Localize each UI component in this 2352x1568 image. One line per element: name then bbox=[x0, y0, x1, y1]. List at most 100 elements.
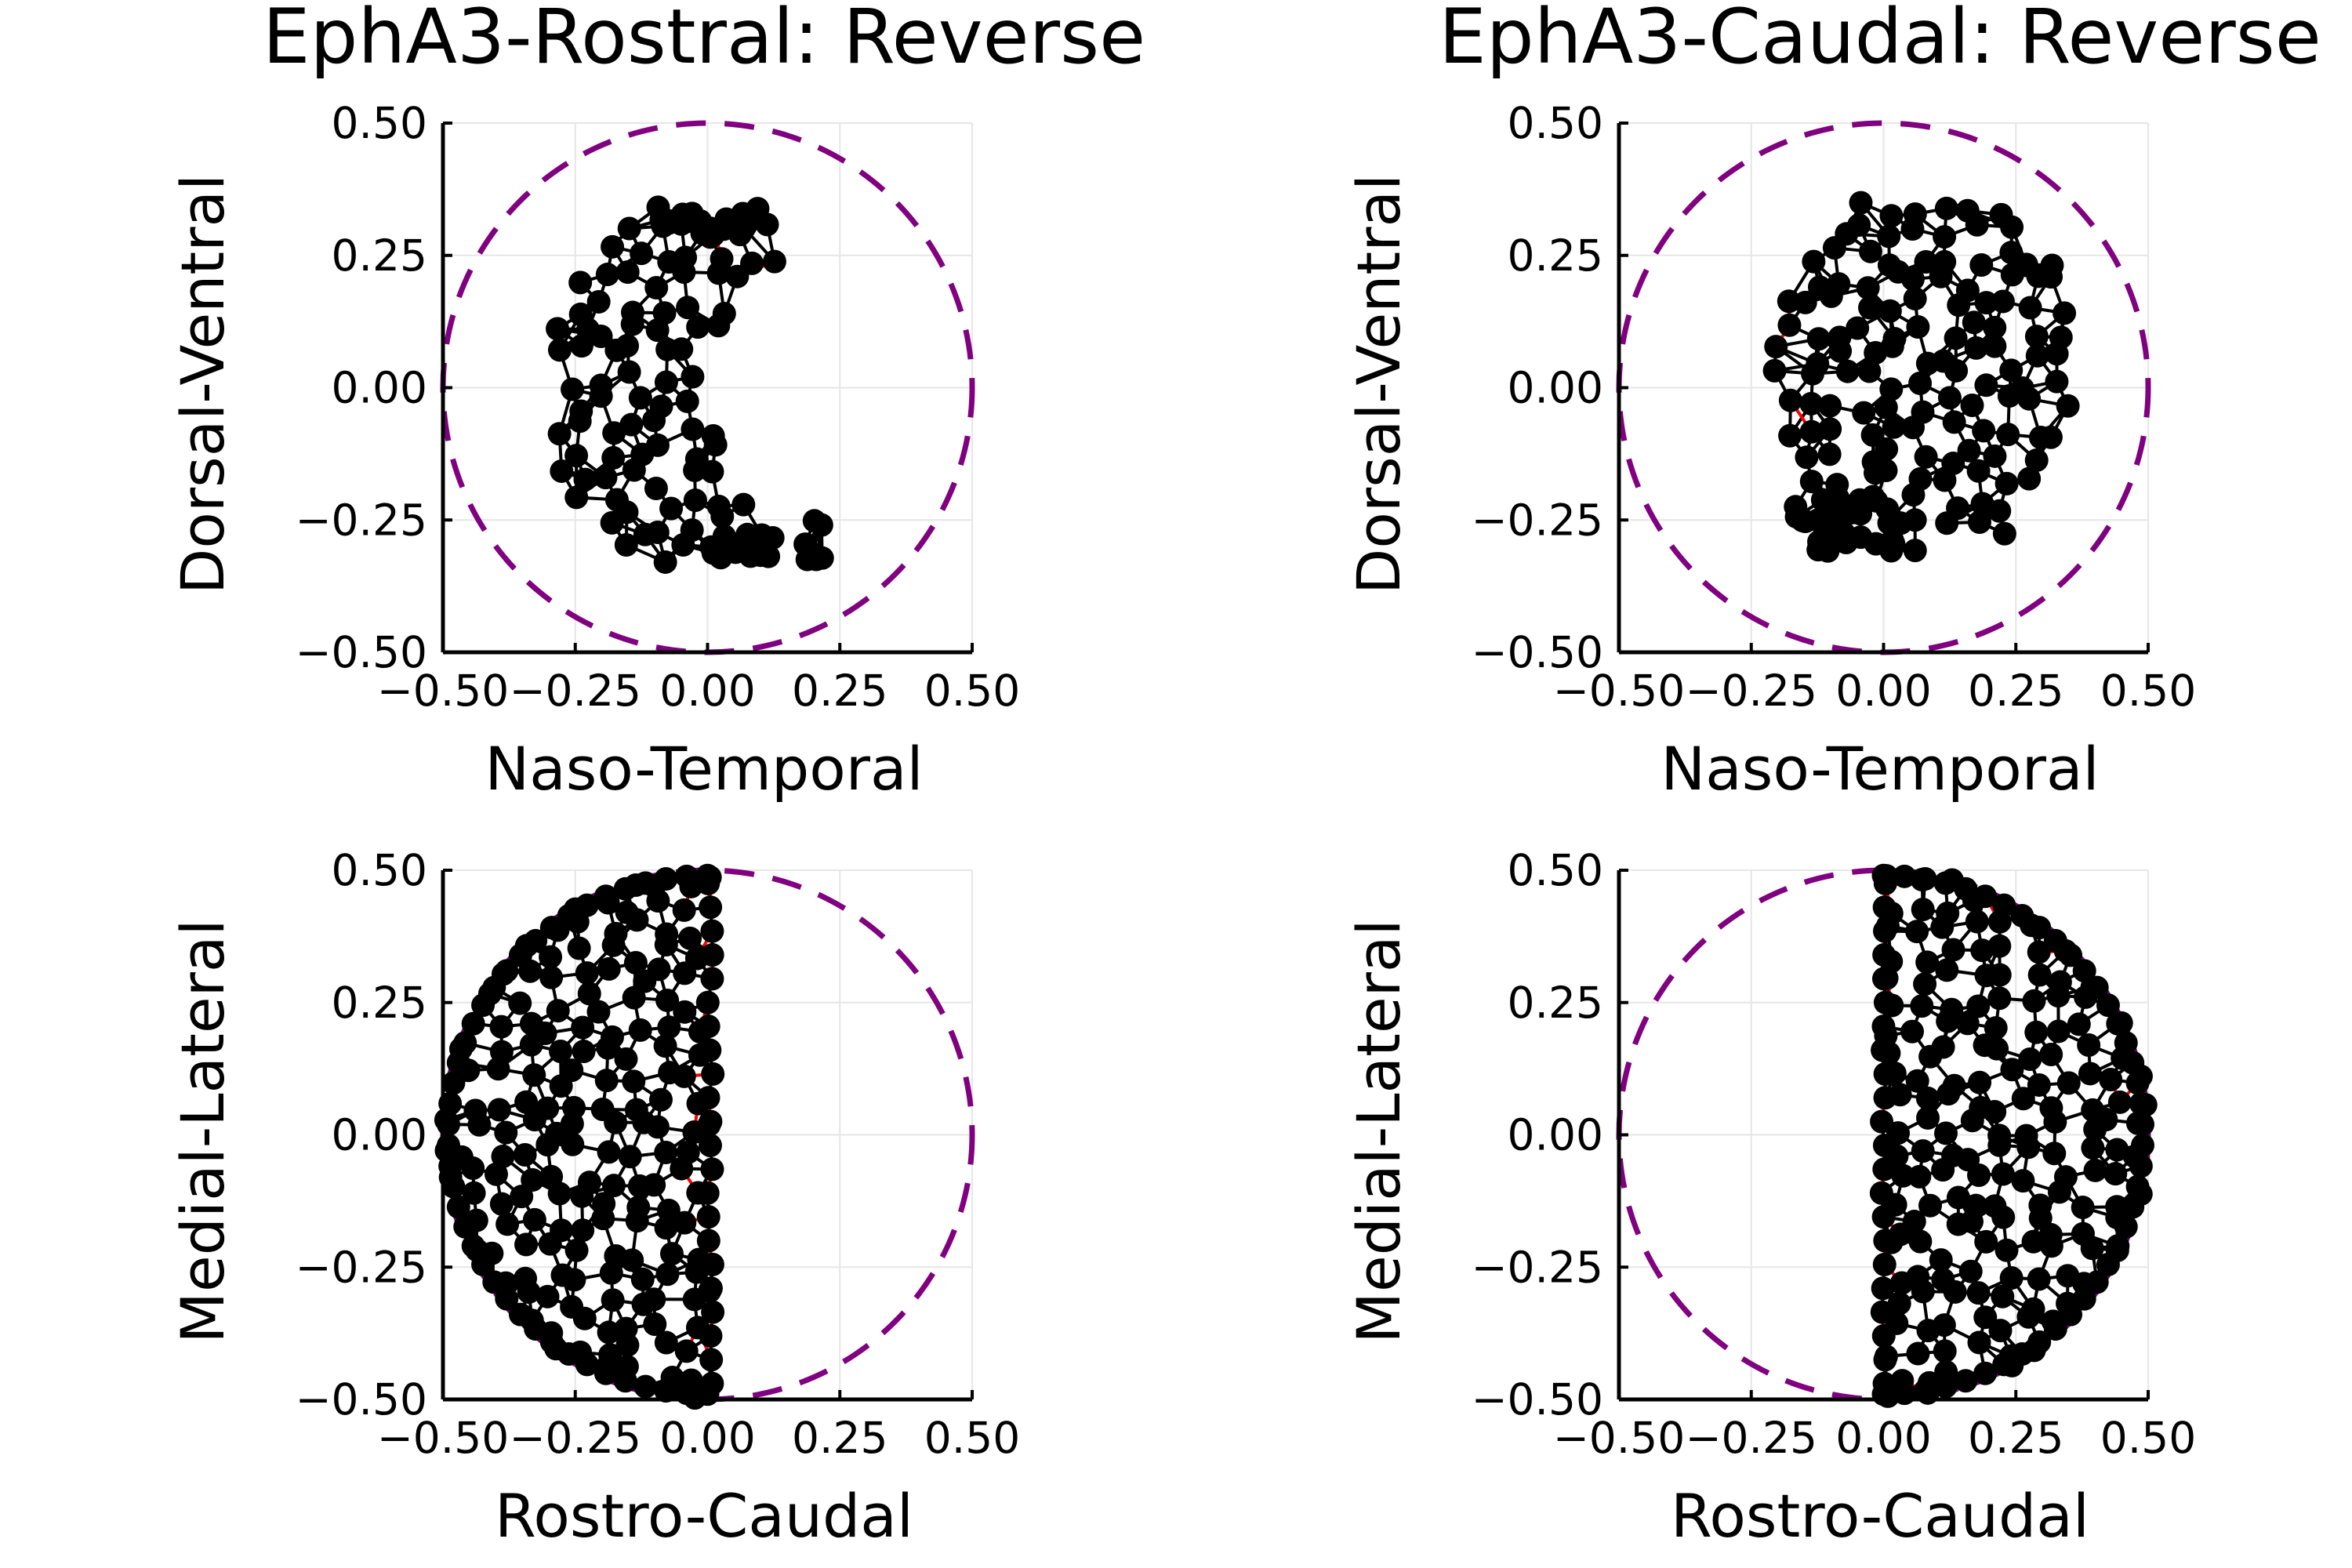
data-point bbox=[2114, 1031, 2138, 1055]
data-point bbox=[701, 1300, 725, 1324]
data-point bbox=[546, 317, 570, 341]
data-point bbox=[568, 270, 593, 295]
data-point bbox=[683, 488, 707, 513]
data-point bbox=[2077, 1033, 2101, 1057]
data-point bbox=[1946, 1185, 1970, 1210]
x-tick-label: 0.00 bbox=[1835, 666, 1931, 716]
data-point bbox=[1778, 388, 1802, 412]
data-point bbox=[1992, 521, 2016, 546]
data-point bbox=[1907, 1164, 1932, 1189]
data-point bbox=[2038, 425, 2063, 449]
data-point bbox=[522, 1207, 546, 1232]
data-point bbox=[1942, 1073, 1966, 1098]
data-point bbox=[615, 260, 640, 285]
data-point bbox=[514, 1266, 538, 1290]
data-point bbox=[604, 921, 628, 946]
data-point bbox=[1799, 391, 1824, 416]
data-point bbox=[757, 544, 781, 568]
data-point bbox=[2107, 1090, 2132, 1114]
data-point bbox=[1955, 198, 1980, 223]
data-point bbox=[1999, 358, 2024, 383]
mesh-nodes bbox=[1869, 863, 2158, 1408]
mesh-nodes bbox=[1762, 191, 2080, 563]
data-point bbox=[647, 957, 671, 982]
data-point bbox=[1954, 877, 1978, 901]
data-point bbox=[2024, 325, 2049, 349]
data-point bbox=[654, 1141, 678, 1165]
data-point bbox=[2125, 1071, 2150, 1095]
data-point bbox=[1931, 1035, 1955, 1059]
data-point bbox=[524, 1317, 548, 1341]
data-point bbox=[2024, 448, 2049, 472]
y-tick-label: 0.50 bbox=[332, 98, 427, 148]
data-point bbox=[2010, 1342, 2034, 1367]
data-point bbox=[1940, 997, 1964, 1022]
plot-area: −0.50 −0.25 0.00 0.25 0.50−0.50−0.250.000.25… bbox=[295, 98, 1020, 716]
data-point bbox=[1872, 895, 1896, 920]
data-point bbox=[453, 1031, 477, 1055]
x-axis-label: Rostro-Caudal bbox=[1671, 1481, 2089, 1551]
data-point bbox=[1991, 1284, 2015, 1308]
data-point bbox=[1870, 1109, 1894, 1134]
data-point bbox=[462, 1181, 486, 1205]
data-point bbox=[1996, 423, 2020, 447]
data-point bbox=[1989, 202, 2013, 227]
data-point bbox=[586, 1000, 611, 1024]
data-point bbox=[557, 903, 581, 927]
y-tick-label: −0.50 bbox=[1471, 627, 1603, 677]
data-point bbox=[1972, 419, 1996, 443]
data-point bbox=[549, 1040, 573, 1064]
data-point bbox=[1955, 278, 1980, 303]
data-point bbox=[675, 389, 699, 413]
data-point bbox=[672, 898, 696, 922]
y-tick-label: −0.25 bbox=[295, 1242, 427, 1292]
y-tick-label: 0.50 bbox=[1508, 845, 1603, 895]
data-point bbox=[1873, 1062, 1897, 1086]
data-point bbox=[2010, 376, 2034, 401]
data-point bbox=[1983, 334, 2007, 358]
data-point bbox=[1914, 445, 1938, 469]
data-point bbox=[2056, 1071, 2081, 1095]
data-point bbox=[674, 1381, 699, 1406]
data-point bbox=[508, 1302, 532, 1327]
y-axis-label: Dorsal-Ventral bbox=[168, 174, 238, 594]
data-point bbox=[571, 1015, 595, 1040]
data-point bbox=[597, 1140, 621, 1164]
data-point bbox=[1814, 531, 1838, 555]
data-point bbox=[1933, 1121, 1958, 1145]
data-point bbox=[670, 202, 695, 227]
data-point bbox=[2130, 1133, 2154, 1157]
data-point bbox=[514, 1232, 539, 1257]
data-point bbox=[2027, 1330, 2052, 1354]
y-tick-label: −0.25 bbox=[1471, 1242, 1603, 1292]
data-point bbox=[1962, 310, 1986, 335]
data-point bbox=[2011, 1087, 2035, 1111]
data-point bbox=[1955, 1011, 1980, 1036]
data-point bbox=[1973, 884, 1998, 909]
data-point bbox=[696, 1229, 720, 1253]
data-point bbox=[1856, 276, 1880, 300]
data-point bbox=[2018, 1047, 2042, 1071]
data-point bbox=[2011, 1169, 2035, 1193]
data-point bbox=[620, 1248, 644, 1272]
data-point bbox=[2038, 1222, 2063, 1247]
data-point bbox=[1933, 871, 1958, 895]
data-point bbox=[2049, 325, 2073, 350]
data-point bbox=[441, 1174, 466, 1199]
axes: −0.50 −0.25 0.00 0.25 0.50−0.50−0.250.000.25… bbox=[1471, 845, 2196, 1463]
data-point bbox=[1871, 1324, 1896, 1348]
data-point bbox=[1879, 204, 1904, 228]
x-tick-label: −0.50 bbox=[377, 666, 510, 716]
data-point bbox=[1942, 410, 1966, 434]
data-point bbox=[1991, 289, 2015, 314]
data-point bbox=[2072, 959, 2096, 983]
data-point bbox=[659, 1242, 684, 1266]
panel-caudal-retina: EphA3-Caudal: Reverse −0.50 −0.25 0.00 0.25… bbox=[1344, 0, 2321, 804]
data-point bbox=[471, 993, 495, 1018]
data-point bbox=[593, 466, 618, 490]
data-point bbox=[524, 928, 548, 953]
y-tick-label: −0.25 bbox=[295, 495, 427, 545]
data-point bbox=[652, 301, 677, 325]
data-point bbox=[539, 916, 564, 940]
